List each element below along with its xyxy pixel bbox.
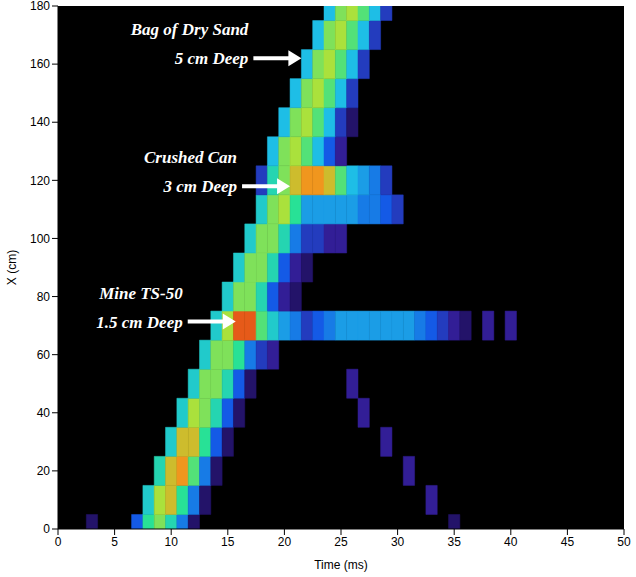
svg-text:80: 80: [37, 290, 51, 304]
svg-text:45: 45: [561, 535, 575, 549]
svg-text:5 cm Deep: 5 cm Deep: [175, 49, 249, 68]
svg-text:0: 0: [43, 522, 50, 536]
svg-text:15: 15: [221, 535, 235, 549]
svg-text:0: 0: [55, 535, 62, 549]
svg-text:3 cm Deep: 3 cm Deep: [162, 177, 237, 196]
svg-text:120: 120: [30, 174, 50, 188]
svg-text:20: 20: [37, 464, 51, 478]
svg-text:Time (ms): Time (ms): [314, 558, 368, 572]
svg-text:30: 30: [391, 535, 405, 549]
svg-text:100: 100: [30, 232, 50, 246]
svg-text:Mine TS-50: Mine TS-50: [98, 284, 183, 303]
svg-text:Bag of Dry Sand: Bag of Dry Sand: [130, 20, 249, 39]
svg-text:1.5 cm Deep: 1.5 cm Deep: [96, 313, 182, 332]
svg-text:25: 25: [334, 535, 348, 549]
svg-text:Crushed Can: Crushed Can: [144, 148, 237, 167]
svg-text:140: 140: [30, 115, 50, 129]
svg-text:50: 50: [617, 535, 631, 549]
svg-text:180: 180: [30, 0, 50, 13]
svg-text:35: 35: [448, 535, 462, 549]
svg-text:10: 10: [165, 535, 179, 549]
svg-text:40: 40: [504, 535, 518, 549]
svg-text:20: 20: [278, 535, 292, 549]
svg-text:5: 5: [111, 535, 118, 549]
svg-text:40: 40: [37, 406, 51, 420]
svg-text:60: 60: [37, 348, 51, 362]
svg-text:160: 160: [30, 57, 50, 71]
svg-text:X (cm): X (cm): [5, 250, 19, 285]
